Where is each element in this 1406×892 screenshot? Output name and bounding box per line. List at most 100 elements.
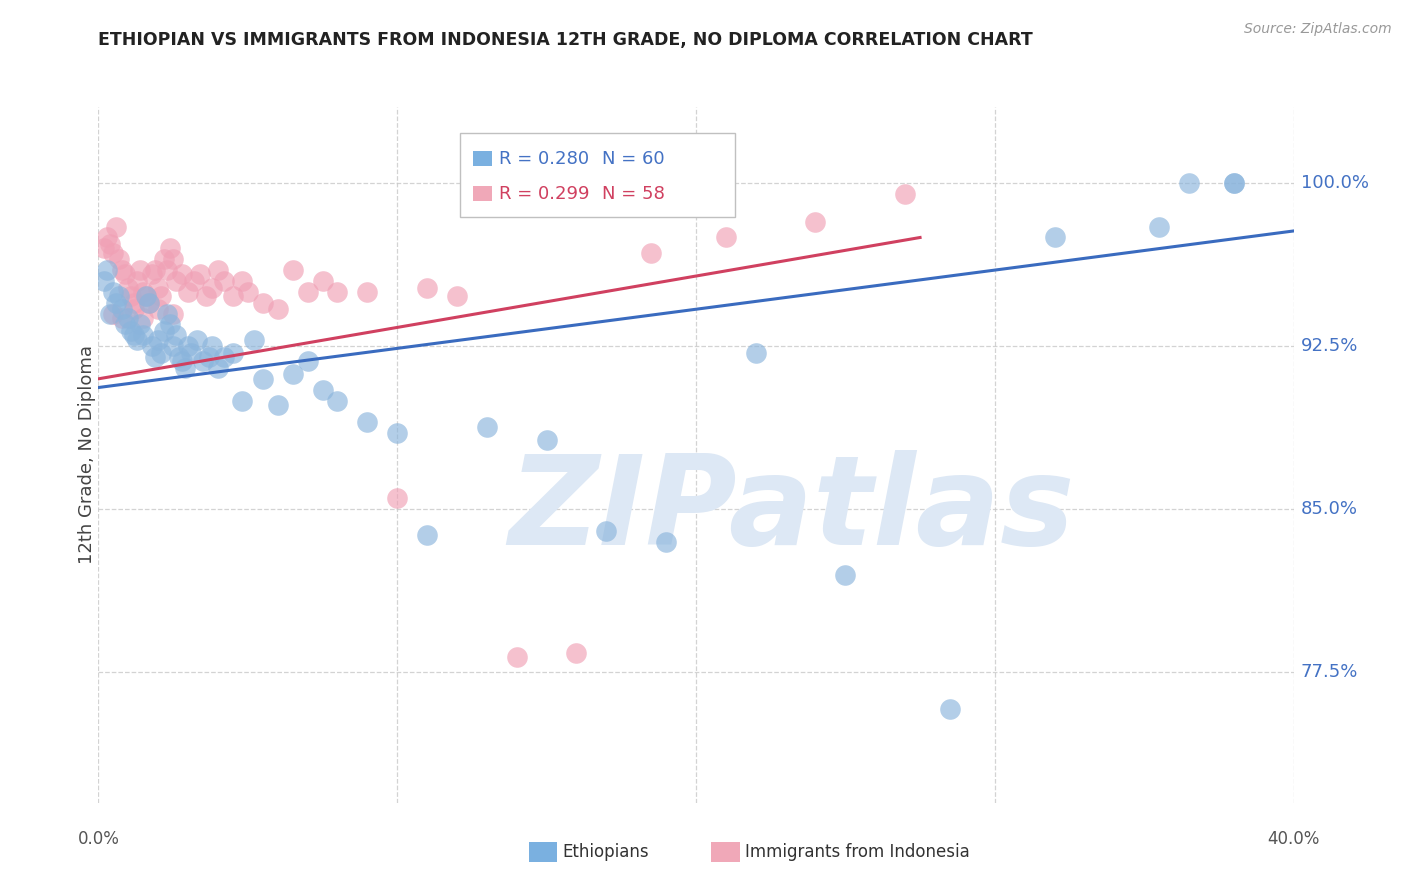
Text: 92.5%: 92.5% [1301,337,1358,355]
Point [159,241,181,255]
Point [834,567,856,582]
Point [132,328,155,343]
Point [236,285,259,299]
Point [222,345,245,359]
Point [416,528,439,542]
Text: R = 0.280: R = 0.280 [499,150,589,168]
Point [536,433,558,447]
Point [311,383,333,397]
Point [162,307,184,321]
Text: 100.0%: 100.0% [1301,174,1368,192]
Point [143,263,166,277]
Point [201,339,224,353]
Point [124,295,146,310]
Point [138,295,160,310]
Point [183,274,205,288]
Point [141,268,163,282]
Point [150,289,173,303]
Point [143,350,166,364]
Text: Immigrants from Indonesia: Immigrants from Indonesia [745,843,970,861]
Point [186,333,208,347]
Point [1178,176,1201,190]
Point [124,328,146,343]
Point [98,307,122,321]
Point [153,252,176,267]
Point [231,274,253,288]
Point [252,295,274,310]
Point [475,419,498,434]
Point [177,285,200,299]
Point [103,285,125,299]
Point [212,350,235,364]
Point [108,289,131,303]
Point [148,333,170,347]
Point [103,307,125,321]
Text: 77.5%: 77.5% [1301,664,1358,681]
Point [127,333,149,347]
Point [105,219,128,234]
Point [117,280,139,294]
Point [281,368,304,382]
Point [132,285,155,299]
Text: ZIPatlas: ZIPatlas [509,450,1074,571]
Point [804,215,827,229]
Point [198,350,221,364]
Point [162,252,184,267]
Point [141,339,163,353]
Point [243,333,266,347]
Point [595,524,617,538]
Point [1223,176,1246,190]
Point [356,285,378,299]
Point [231,393,253,408]
Text: ETHIOPIAN VS IMMIGRANTS FROM INDONESIA 12TH GRADE, NO DIPLOMA CORRELATION CHART: ETHIOPIAN VS IMMIGRANTS FROM INDONESIA 1… [98,31,1033,49]
Point [297,285,319,299]
Point [103,245,125,260]
Point [148,302,170,317]
Point [311,274,333,288]
Point [96,230,118,244]
Point [114,318,136,332]
Point [172,268,194,282]
Point [180,345,202,359]
Point [1043,230,1066,244]
Point [135,289,157,303]
Point [127,274,149,288]
Point [894,186,917,201]
Point [188,268,211,282]
Point [1223,176,1246,190]
Point [191,354,214,368]
Point [114,268,136,282]
Point [135,289,157,303]
Point [714,230,737,244]
Point [297,354,319,368]
Point [385,426,409,441]
Point [177,339,200,353]
Point [156,263,179,277]
Point [326,393,349,408]
Point [96,263,118,277]
Text: N = 60: N = 60 [602,150,664,168]
Y-axis label: 12th Grade, No Diploma: 12th Grade, No Diploma [79,345,96,565]
Point [565,646,588,660]
Point [326,285,349,299]
Point [356,415,378,429]
Point [212,274,235,288]
Point [640,245,662,260]
Point [222,289,245,303]
Point [267,398,290,412]
Point [385,491,409,506]
Text: R = 0.299: R = 0.299 [499,185,589,202]
Text: 40.0%: 40.0% [1267,830,1320,847]
Point [194,289,218,303]
Point [167,350,190,364]
Point [120,324,142,338]
Point [207,360,229,375]
Point [207,263,229,277]
Point [153,324,176,338]
Text: 85.0%: 85.0% [1301,500,1358,518]
Point [124,302,146,317]
Point [745,345,768,359]
Point [148,280,170,294]
Point [111,263,134,277]
Point [111,310,134,325]
